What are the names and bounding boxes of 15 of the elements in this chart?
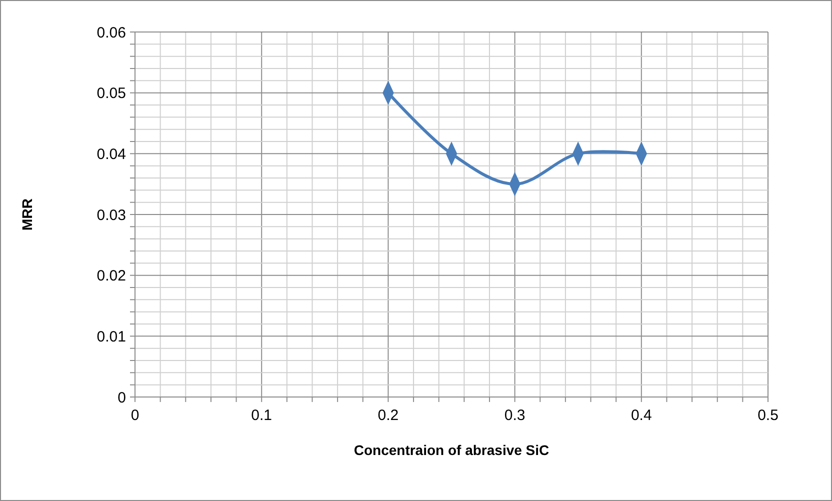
y-axis-title: MRR xyxy=(19,198,35,230)
y-tick-label: 0.04 xyxy=(96,146,126,163)
y-tick-label: 0.06 xyxy=(96,24,126,42)
x-tick-label: 0.2 xyxy=(378,407,399,424)
x-tick-label: 0 xyxy=(130,407,140,424)
x-tick-label: 0.5 xyxy=(758,407,778,424)
y-tick-label: 0.05 xyxy=(96,85,126,102)
x-axis-title: Concentraion of abrasive SiC xyxy=(354,442,550,458)
y-tick-label: 0.03 xyxy=(96,206,126,224)
y-tick-label: 0.01 xyxy=(96,328,126,346)
y-tick-label: 0 xyxy=(118,389,126,406)
x-tick-label: 0.1 xyxy=(251,407,272,424)
x-tick-label: 0.4 xyxy=(630,407,652,424)
x-tick-label: 0.3 xyxy=(504,407,526,424)
y-tick-label: 0.02 xyxy=(96,268,126,285)
